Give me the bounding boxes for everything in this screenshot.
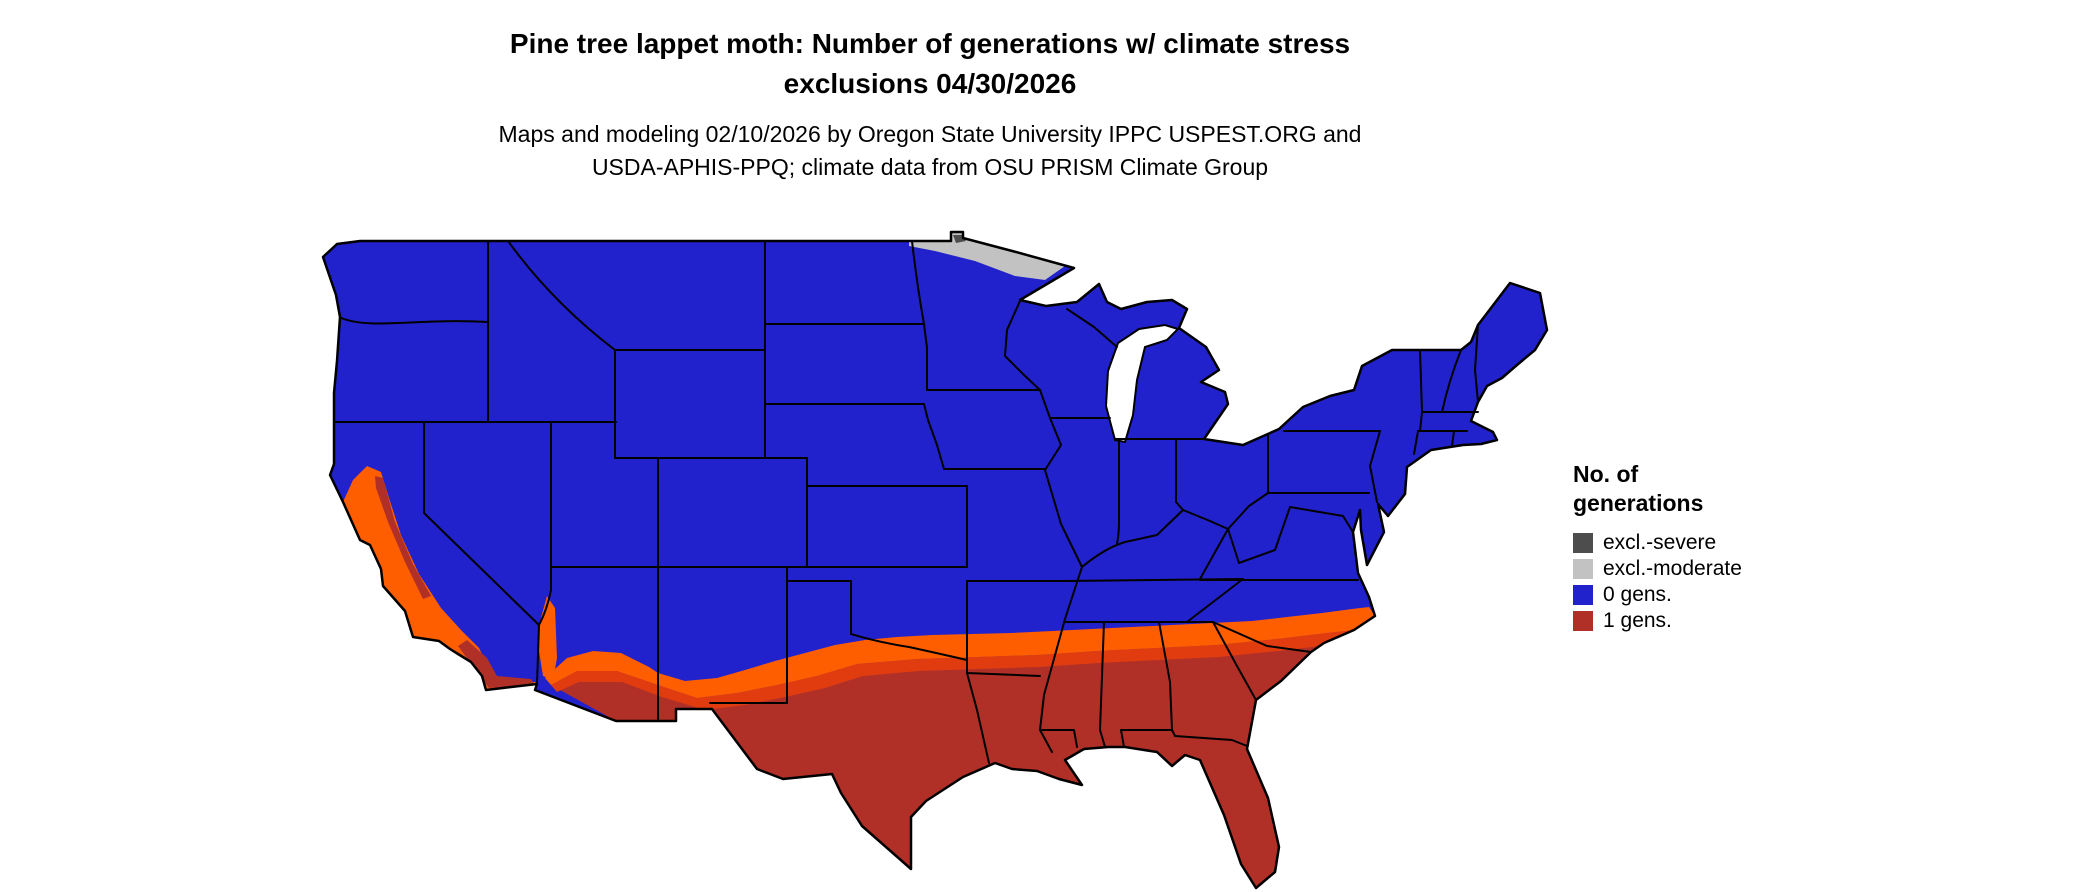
legend-items: excl.-severe excl.-moderate 0 gens. 1 ge… (1573, 530, 1742, 634)
subtitle-block: Maps and modeling 02/10/2026 by Oregon S… (0, 118, 1860, 184)
map-title-line2: exclusions 04/30/2026 (783, 68, 1077, 99)
legend-row-0-gens: 0 gens. (1573, 582, 1742, 608)
legend-swatch-excl-severe (1573, 533, 1593, 553)
legend-title-line2: generations (1573, 490, 1704, 516)
us-map-svg (321, 230, 1549, 890)
legend-label-excl-severe: excl.-severe (1603, 531, 1717, 554)
legend-swatch-1-gens (1573, 611, 1593, 631)
climate-regions (323, 232, 1547, 888)
map-title-line1: Pine tree lappet moth: Number of generat… (509, 28, 1351, 59)
us-outline (321, 230, 1549, 890)
legend-label-1-gens: 1 gens. (1603, 609, 1672, 632)
region-central-valley-one-gen (375, 476, 431, 599)
region-transition-hot (545, 607, 1375, 698)
region-transition-mid (551, 630, 1362, 710)
legend-label-0-gens: 0 gens. (1603, 583, 1672, 606)
map-subtitle-line1: Maps and modeling 02/10/2026 by Oregon S… (498, 121, 1362, 147)
legend-row-excl-severe: excl.-severe (1573, 530, 1742, 556)
legend-row-1-gens: 1 gens. (1573, 608, 1742, 634)
legend-swatch-excl-moderate (1573, 559, 1593, 579)
state-borders (333, 240, 1479, 764)
lake-michigan (1104, 323, 1180, 444)
us-map (317, 230, 1557, 890)
legend-label-excl-moderate: excl.-moderate (1603, 557, 1742, 580)
region-excl-moderate-minnesota (909, 233, 1065, 280)
title-block: Pine tree lappet moth: Number of generat… (0, 24, 1860, 184)
legend: No. of generations excl.-severe excl.-mo… (1573, 460, 1742, 634)
legend-row-excl-moderate: excl.-moderate (1573, 556, 1742, 582)
legend-title-line1: No. of (1573, 461, 1639, 487)
region-socal-one-gen (458, 640, 535, 688)
map-subtitle-line2: USDA-APHIS-PPQ; climate data from OSU PR… (591, 154, 1269, 180)
legend-swatch-0-gens (1573, 585, 1593, 605)
